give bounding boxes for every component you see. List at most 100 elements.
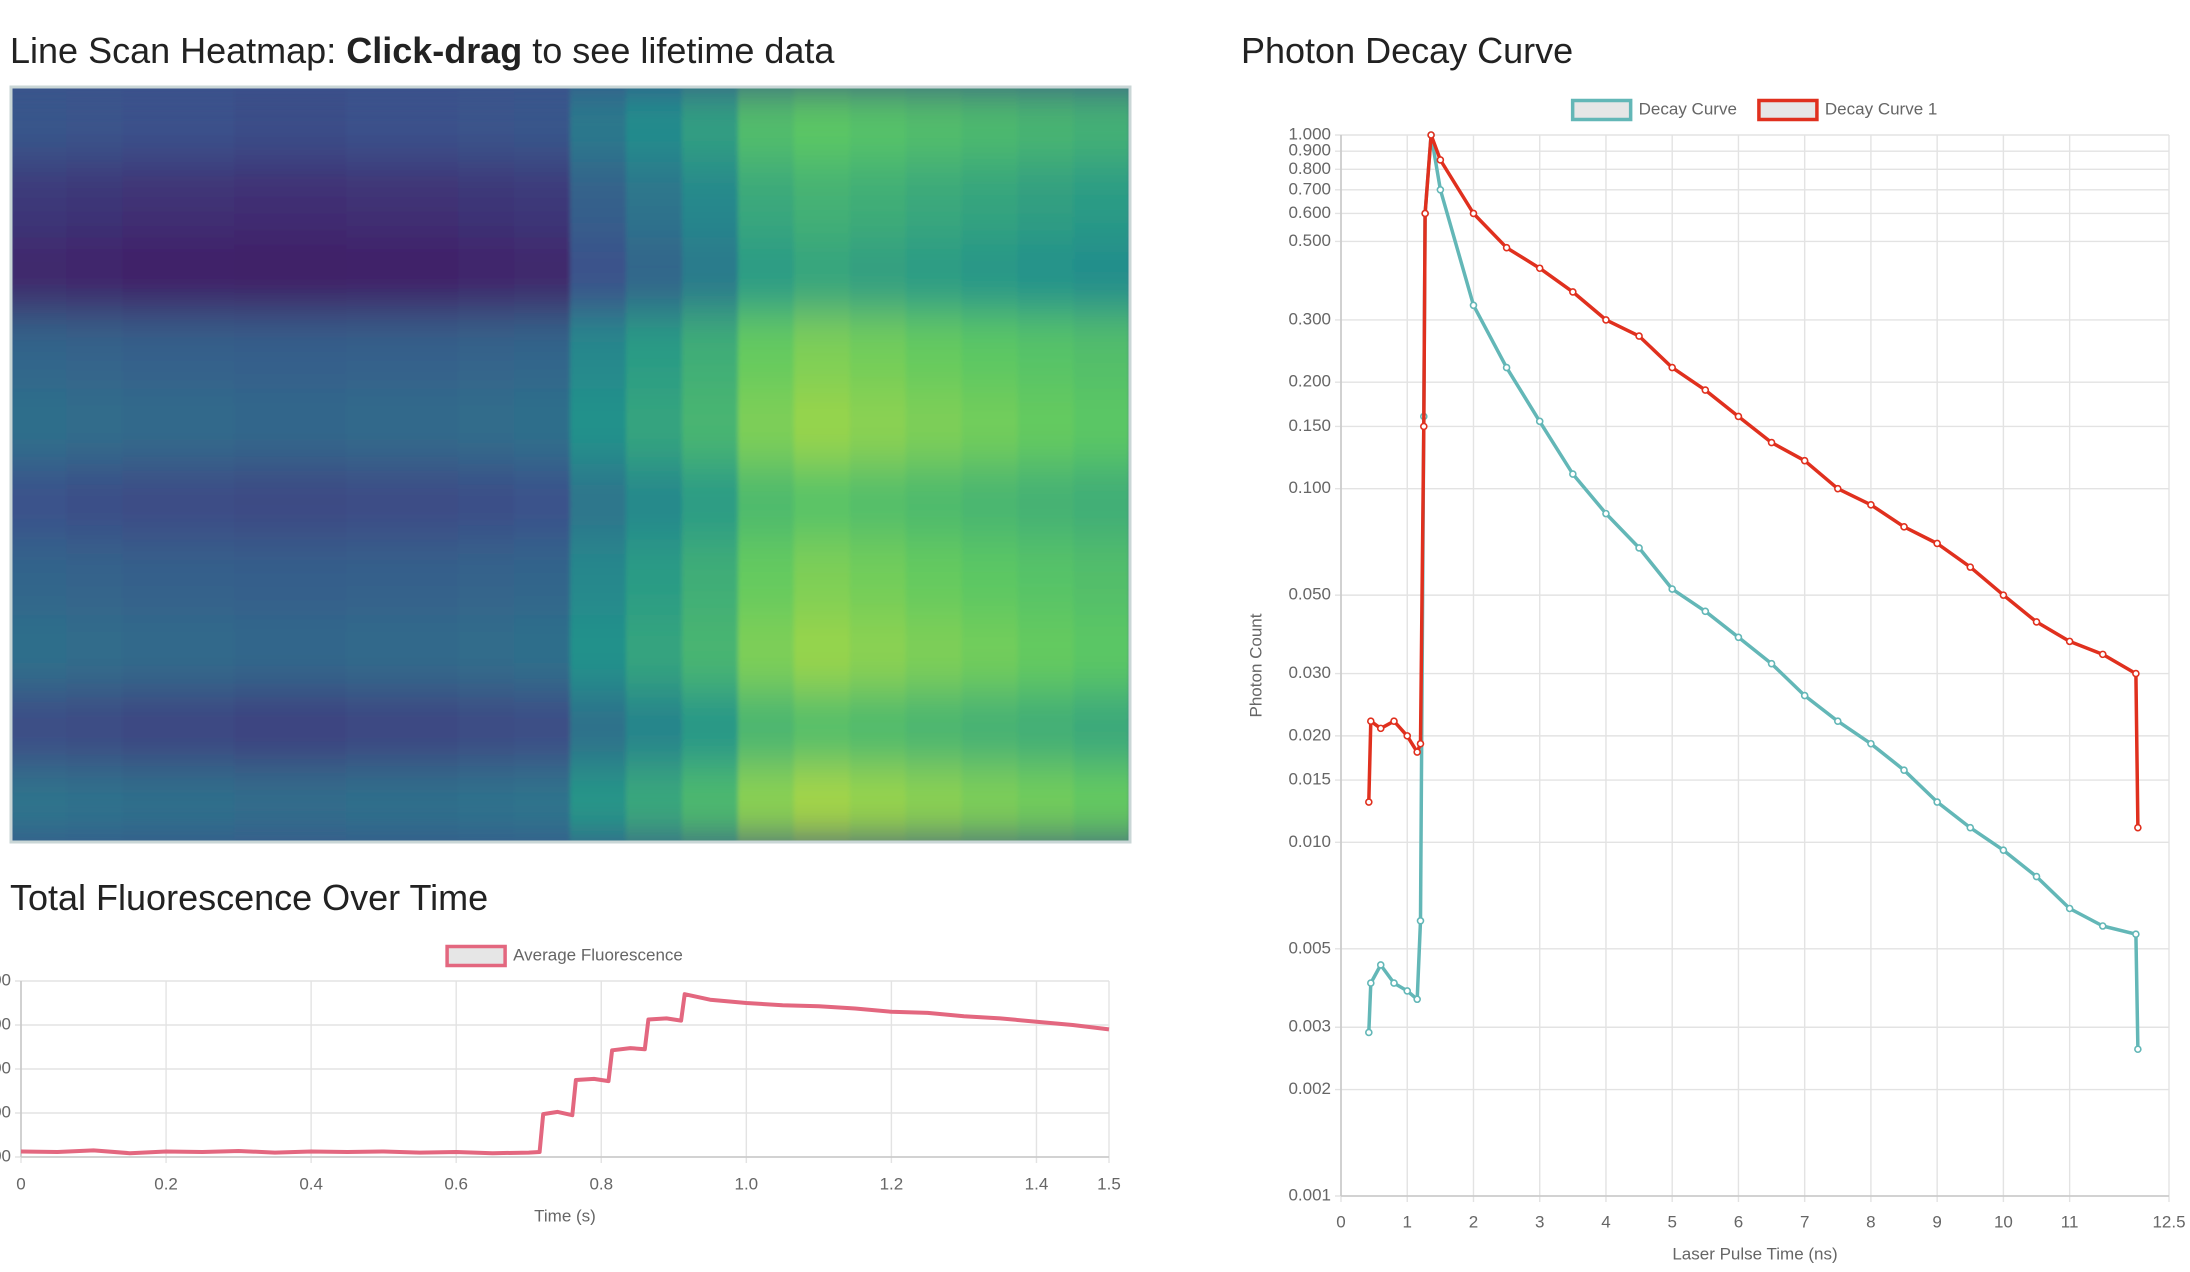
heatmap-cell (290, 539, 348, 616)
heatmap-cell (737, 615, 795, 692)
heatmap-cell (458, 766, 516, 842)
data-point (2098, 650, 2107, 659)
heatmap-cell (178, 464, 236, 541)
x-tick-label: 2 (1469, 1212, 1478, 1231)
data-point (1767, 438, 1776, 447)
heatmap-cell (681, 615, 739, 692)
data-point (1535, 264, 1544, 273)
heatmap-cell (905, 313, 963, 390)
heatmap-cell (1073, 87, 1130, 163)
heatmap-cell (66, 313, 124, 390)
heatmap-cell (1017, 162, 1075, 239)
data-point (1420, 422, 1428, 431)
heatmap-cell (122, 87, 180, 163)
heatmap-cell (905, 162, 963, 239)
heatmap-cell (570, 766, 627, 842)
heatmap-cell (905, 388, 963, 465)
data-point (1834, 717, 1842, 726)
heatmap-cell (234, 87, 292, 163)
heatmap-cell (234, 388, 292, 465)
heatmap-cell (681, 162, 739, 239)
heatmap-cell (849, 237, 907, 314)
data-point (1867, 501, 1875, 509)
heatmap-cell (11, 313, 68, 390)
heatmap-cell (514, 388, 571, 465)
heatmap-cell (346, 464, 404, 541)
data-point (1403, 987, 1412, 995)
data-point (1416, 916, 1425, 925)
heatmap-cell (905, 766, 963, 842)
heatmap-cell (234, 237, 292, 314)
data-point (1469, 301, 1478, 310)
heatmap-cell (458, 464, 516, 541)
heatmap-cell (737, 690, 795, 767)
heatmap-cell (122, 539, 180, 616)
heatmap-cell (234, 766, 292, 842)
data-point (1569, 470, 1577, 478)
y-tick-label: 2,000 (0, 1014, 11, 1033)
heatmap-cell (1017, 464, 1075, 541)
heatmap-cell (290, 313, 348, 390)
x-tick-label: 6 (1734, 1212, 1743, 1231)
data-point (1403, 732, 1412, 740)
x-tick-label: 0 (16, 1174, 25, 1193)
y-tick-label: 0.100 (1288, 478, 1331, 497)
heatmap-cell (1017, 690, 1075, 767)
heatmap-cell (234, 615, 292, 692)
heatmap-cell (346, 313, 404, 390)
heatmap-cell (625, 87, 683, 163)
heatmap-cell (737, 539, 795, 616)
heatmap-cell (346, 237, 404, 314)
heatmap-cell (66, 464, 124, 541)
y-axis-title: Photon Count (1246, 613, 1265, 717)
x-tick-label: 10 (1994, 1212, 2013, 1231)
data-point (1800, 691, 1809, 700)
data-line (1367, 133, 2140, 828)
heatmap-cell (737, 162, 795, 239)
data-point (1502, 243, 1511, 252)
heatmap-cell (458, 237, 516, 314)
heatmap-cell (905, 87, 963, 163)
heatmap-cell (570, 162, 627, 239)
heatmap-cell (793, 313, 851, 390)
heatmap-cell (570, 464, 627, 541)
heatmap-cell (122, 388, 180, 465)
heatmap-cell (1017, 87, 1075, 163)
heatmap-cell (570, 237, 627, 314)
data-point (2132, 669, 2140, 678)
heatmap-cell (290, 162, 348, 239)
heatmap-cell (122, 162, 180, 239)
data-point (1734, 633, 1743, 642)
heatmap-cell (290, 615, 348, 692)
x-tick-label: 11 (2061, 1212, 2079, 1231)
heatmap-cell (402, 690, 460, 767)
x-axis-title: Time (s) (534, 1206, 596, 1225)
x-tick-label: 0.4 (299, 1174, 323, 1193)
y-tick-label: 0.015 (1288, 770, 1331, 789)
heatmap-cell (849, 313, 907, 390)
heatmap-cell (346, 766, 404, 842)
heatmap-cell (961, 237, 1019, 314)
data-point (1390, 979, 1398, 987)
heatmap-cell (402, 766, 460, 842)
y-tick-label: 0.700 (1288, 179, 1331, 198)
data-point (1367, 717, 1375, 726)
heatmap[interactable] (11, 87, 1131, 843)
heatmap-cell (905, 464, 963, 541)
heatmap-cell (66, 690, 124, 767)
y-tick-label: 0.002 (1288, 1079, 1331, 1098)
heatmap-cell (849, 615, 907, 692)
heatmap-cell (514, 464, 571, 541)
y-tick-label: 0.150 (1288, 416, 1331, 435)
heatmap-cell (402, 237, 460, 314)
heatmap-cell (961, 313, 1019, 390)
heatmap-cell (458, 690, 516, 767)
data-point (1421, 209, 1429, 218)
x-tick-label: 1.5 (1097, 1174, 1121, 1193)
x-tick-label: 12.5 (2152, 1212, 2185, 1231)
heatmap-cell (681, 87, 739, 163)
heatmap-cell (793, 690, 851, 767)
heatmap-cell (234, 313, 292, 390)
y-tick-label: 0.020 (1288, 725, 1331, 744)
